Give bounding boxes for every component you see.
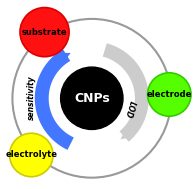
Text: electrolyte: electrolyte xyxy=(5,150,57,160)
Text: sensitivity: sensitivity xyxy=(27,76,36,120)
Circle shape xyxy=(61,67,123,129)
Circle shape xyxy=(20,8,69,57)
Circle shape xyxy=(12,19,171,178)
Circle shape xyxy=(148,73,191,116)
Text: substrate: substrate xyxy=(22,28,67,37)
Text: CNPs: CNPs xyxy=(74,92,110,105)
Text: LOD: LOD xyxy=(123,100,137,119)
Text: electrode: electrode xyxy=(147,90,192,99)
Circle shape xyxy=(10,133,53,177)
